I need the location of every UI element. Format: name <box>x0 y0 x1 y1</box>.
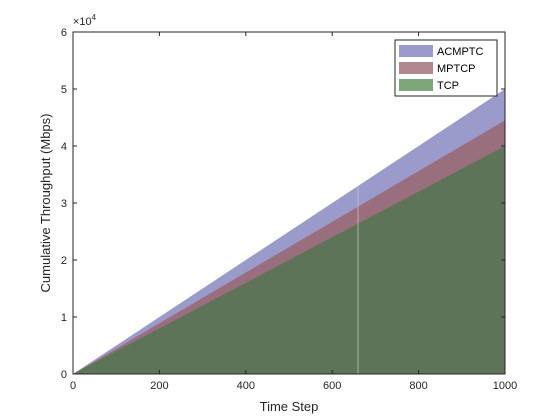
y-axis-title: Cumulative Throughput (Mbps) <box>38 114 53 293</box>
x-tick-label: 1000 <box>493 380 517 392</box>
x-axis-ticks: 0 200 400 600 800 1000 <box>70 32 517 392</box>
legend-label-mptcp: MPTCP <box>437 63 476 75</box>
y-tick-label: 6 <box>61 27 67 39</box>
y-axis-ticks: 0 1 2 3 4 5 6 <box>61 27 505 381</box>
legend-swatch-mptcp <box>399 62 433 74</box>
y-exponent-base: ×10 <box>73 16 92 28</box>
legend: ACMPTC MPTCP TCP <box>394 39 498 97</box>
x-tick-label: 800 <box>409 380 427 392</box>
legend-label-acmptc: ACMPTC <box>437 46 484 58</box>
y-tick-label: 4 <box>61 141 67 153</box>
y-axis-exponent: ×104 <box>73 13 97 28</box>
y-tick-label: 1 <box>61 312 67 324</box>
legend-label-tcp: TCP <box>437 80 459 92</box>
legend-swatch-tcp <box>399 79 433 91</box>
x-tick-label: 0 <box>70 380 76 392</box>
y-tick-label: 5 <box>61 84 67 96</box>
x-tick-label: 200 <box>150 380 168 392</box>
x-axis-title: Time Step <box>260 399 319 414</box>
area-tcp <box>73 146 505 374</box>
x-tick-label: 600 <box>323 380 341 392</box>
x-tick-label: 400 <box>237 380 255 392</box>
y-tick-label: 2 <box>61 255 67 267</box>
legend-swatch-acmptc <box>399 45 433 57</box>
y-exponent-power: 4 <box>92 13 97 22</box>
area-series-group <box>73 89 505 374</box>
y-tick-label: 3 <box>61 198 67 210</box>
y-tick-label: 0 <box>61 369 67 381</box>
